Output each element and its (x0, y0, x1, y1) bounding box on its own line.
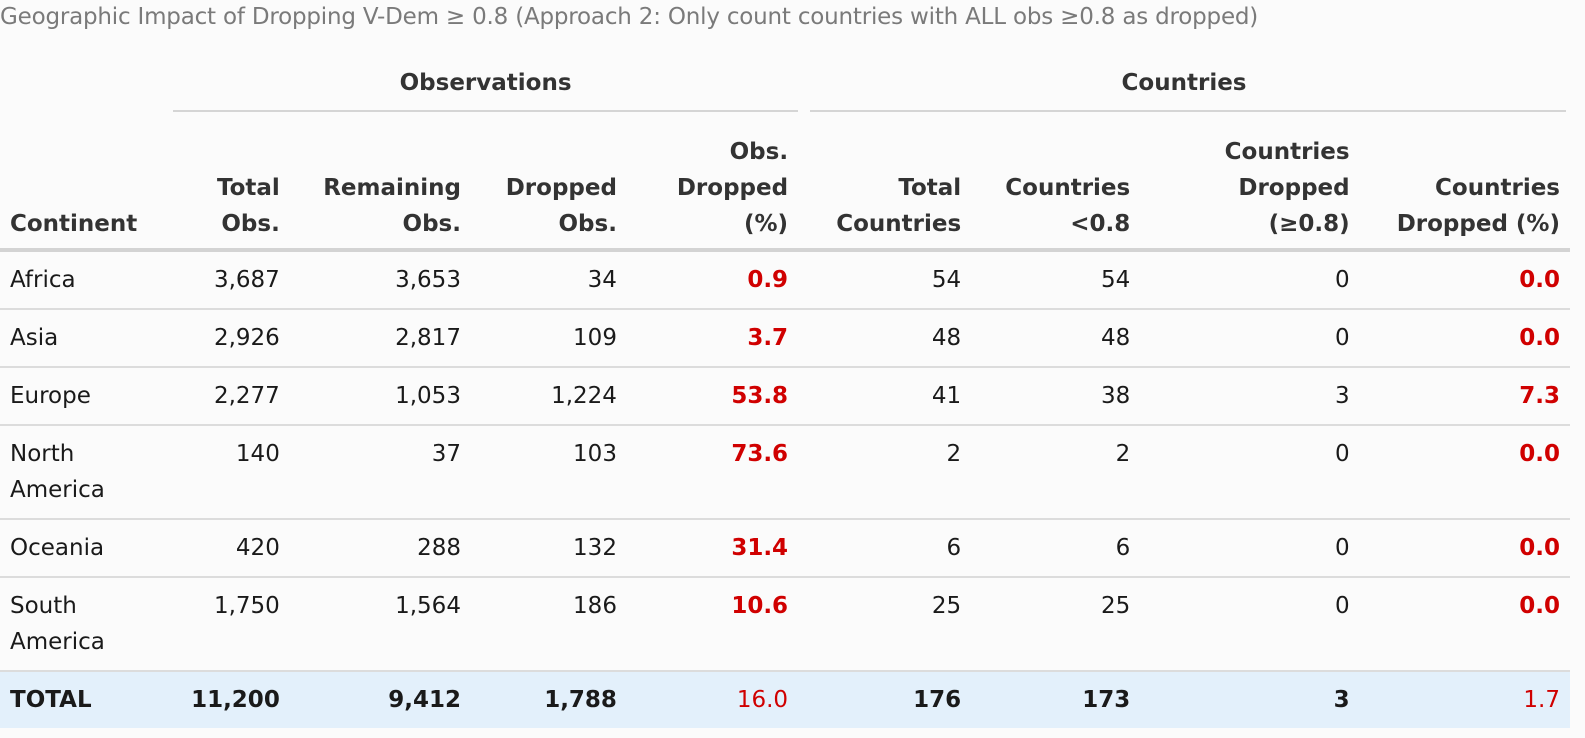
cell-countries-dropped-pct: 0.0 (1359, 577, 1570, 672)
cell-total-obs: 3,687 (173, 250, 290, 310)
cell-dropped-obs: 1,224 (470, 367, 627, 426)
cell-countries-dropped: 3 (1140, 367, 1360, 426)
table-row: North America 140 37 103 73.6 2 2 0 0.0 (0, 425, 1570, 520)
cell-obs-dropped-pct: 53.8 (626, 367, 799, 426)
cell-total-countries: 6 (798, 519, 972, 578)
table-row: South America 1,750 1,564 186 10.6 25 25… (0, 577, 1570, 672)
cell-remaining-obs: 1,564 (289, 577, 471, 672)
column-header-countries-lt: Countries <0.8 (971, 112, 1141, 252)
table-row: Asia 2,926 2,817 109 3.7 48 48 0 0.0 (0, 309, 1570, 368)
total-cell-total-obs: 11,200 (173, 671, 290, 728)
cell-obs-dropped-pct: 31.4 (626, 519, 799, 578)
total-cell-remaining-obs: 9,412 (289, 671, 471, 728)
cell-total-countries: 41 (798, 367, 972, 426)
cell-obs-dropped-pct: 3.7 (626, 309, 799, 368)
spanner-header-row: Observations Countries (0, 52, 1570, 112)
cell-total-obs: 2,926 (173, 309, 290, 368)
column-header-obs-dropped-pct: Obs. Dropped (%) (626, 112, 799, 252)
cell-dropped-obs: 103 (470, 425, 627, 520)
cell-countries-dropped-pct: 0.0 (1359, 519, 1570, 578)
column-header-continent: Continent (0, 112, 174, 252)
cell-countries-dropped: 0 (1140, 250, 1360, 310)
cell-countries-lt: 2 (971, 425, 1141, 520)
cell-remaining-obs: 2,817 (289, 309, 471, 368)
spanner-countries: Countries (798, 52, 1570, 112)
column-header-countries-dropped-pct: Countries Dropped (%) (1359, 112, 1570, 252)
cell-remaining-obs: 37 (289, 425, 471, 520)
total-cell-total-countries: 176 (798, 671, 972, 728)
cell-total-countries: 48 (798, 309, 972, 368)
cell-obs-dropped-pct: 0.9 (626, 250, 799, 310)
total-cell-obs-dropped-pct: 16.0 (626, 671, 799, 728)
cell-countries-lt: 48 (971, 309, 1141, 368)
table-row: Africa 3,687 3,653 34 0.9 54 54 0 0.0 (0, 250, 1570, 310)
total-row: TOTAL 11,200 9,412 1,788 16.0 176 173 3 … (0, 671, 1570, 728)
cell-remaining-obs: 3,653 (289, 250, 471, 310)
cell-countries-lt: 6 (971, 519, 1141, 578)
cell-remaining-obs: 1,053 (289, 367, 471, 426)
column-header-countries-dropped: Countries Dropped (≥0.8) (1140, 112, 1360, 252)
cell-continent: North America (0, 425, 174, 520)
cell-total-obs: 420 (173, 519, 290, 578)
cell-total-countries: 25 (798, 577, 972, 672)
cell-remaining-obs: 288 (289, 519, 471, 578)
total-cell-dropped-obs: 1,788 (470, 671, 627, 728)
cell-continent: Asia (0, 309, 174, 368)
table-row: Europe 2,277 1,053 1,224 53.8 41 38 3 7.… (0, 367, 1570, 426)
table-row: Oceania 420 288 132 31.4 6 6 0 0.0 (0, 519, 1570, 578)
cell-countries-dropped: 0 (1140, 519, 1360, 578)
cell-total-countries: 2 (798, 425, 972, 520)
cell-continent: South America (0, 577, 174, 672)
cell-countries-lt: 38 (971, 367, 1141, 426)
cell-countries-lt: 54 (971, 250, 1141, 310)
table-caption: Geographic Impact of Dropping V-Dem ≥ 0.… (0, 4, 1259, 30)
geographic-impact-table: Observations Countries Continent Total Ob… (0, 52, 1570, 728)
total-cell-countries-dropped-pct: 1.7 (1359, 671, 1570, 728)
total-cell-countries-lt: 173 (971, 671, 1141, 728)
cell-continent: Europe (0, 367, 174, 426)
cell-countries-dropped: 0 (1140, 425, 1360, 520)
cell-dropped-obs: 132 (470, 519, 627, 578)
spanner-observations: Observations (173, 52, 799, 112)
cell-dropped-obs: 186 (470, 577, 627, 672)
column-header-row: Continent Total Obs. Remaining Obs. Droppe… (0, 112, 1570, 252)
cell-continent: Oceania (0, 519, 174, 578)
total-label: TOTAL (0, 671, 174, 728)
cell-total-obs: 2,277 (173, 367, 290, 426)
cell-countries-dropped-pct: 7.3 (1359, 367, 1570, 426)
cell-countries-dropped-pct: 0.0 (1359, 309, 1570, 368)
cell-obs-dropped-pct: 10.6 (626, 577, 799, 672)
cell-countries-lt: 25 (971, 577, 1141, 672)
cell-countries-dropped: 0 (1140, 577, 1360, 672)
total-cell-countries-dropped: 3 (1140, 671, 1360, 728)
cell-countries-dropped-pct: 0.0 (1359, 250, 1570, 310)
cell-countries-dropped-pct: 0.0 (1359, 425, 1570, 520)
cell-total-obs: 1,750 (173, 577, 290, 672)
cell-dropped-obs: 109 (470, 309, 627, 368)
spanner-empty (0, 52, 173, 112)
column-header-dropped-obs: Dropped Obs. (470, 112, 627, 252)
cell-obs-dropped-pct: 73.6 (626, 425, 799, 520)
cell-countries-dropped: 0 (1140, 309, 1360, 368)
column-header-total-countries: Total Countries (798, 112, 972, 252)
cell-dropped-obs: 34 (470, 250, 627, 310)
cell-continent: Africa (0, 250, 174, 310)
column-header-remaining-obs: Remaining Obs. (289, 112, 471, 252)
cell-total-obs: 140 (173, 425, 290, 520)
cell-total-countries: 54 (798, 250, 972, 310)
column-header-total-obs: Total Obs. (173, 112, 290, 252)
